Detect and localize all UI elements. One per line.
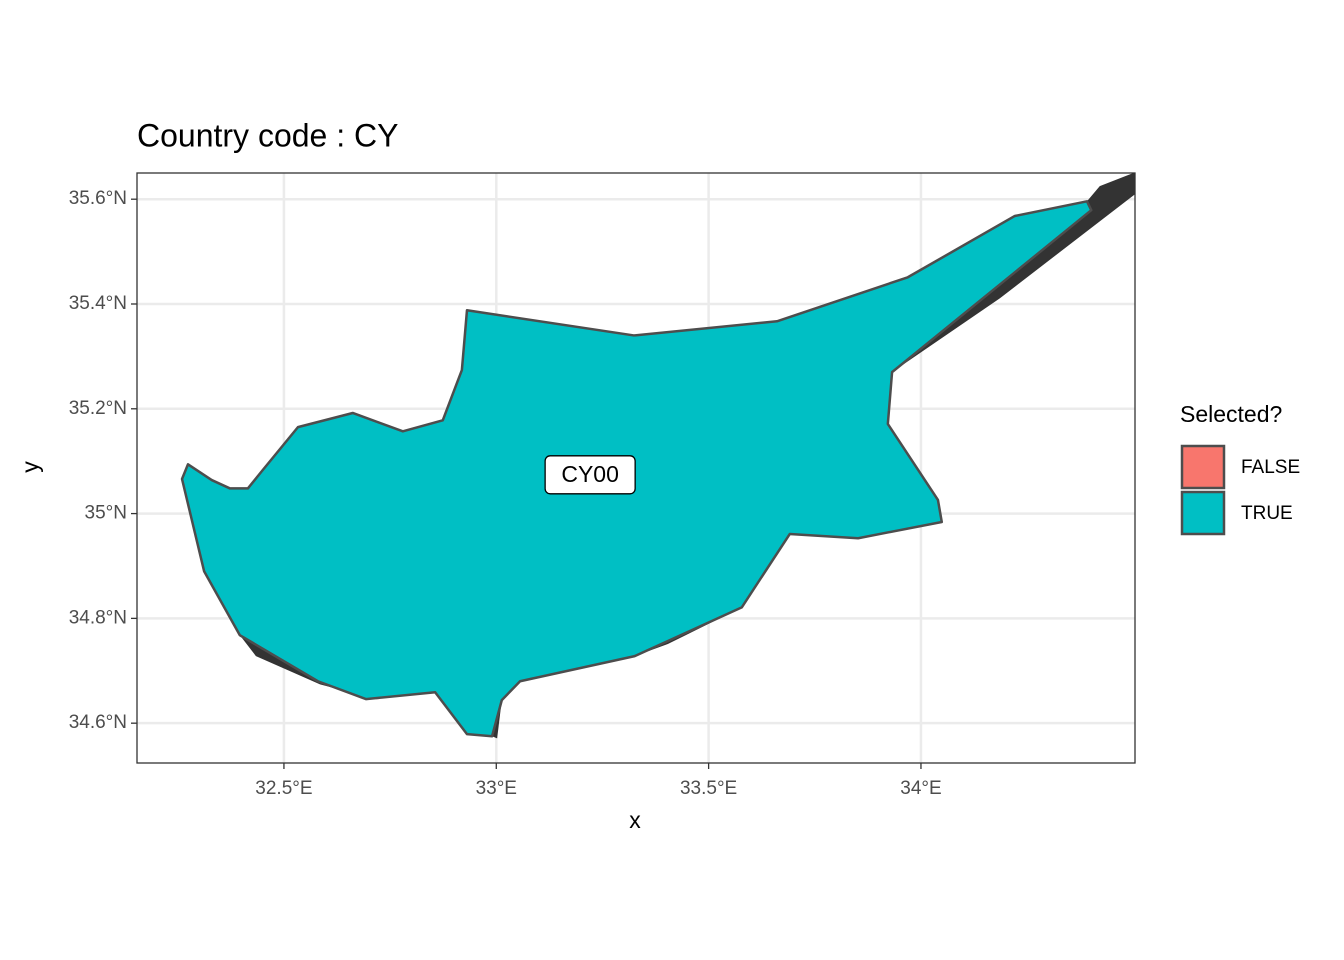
map-layer xyxy=(180,173,1135,739)
y-tick-label: 34.8°N xyxy=(69,607,127,628)
y-axis-title: y xyxy=(17,461,43,473)
panel-border xyxy=(136,172,1136,764)
y-tick-label: 34.6°N xyxy=(69,712,127,733)
region-label-box xyxy=(544,455,636,495)
region-label: CY00 xyxy=(561,461,619,487)
y-tick-label: 35.2°N xyxy=(69,398,127,419)
legend-key xyxy=(1180,444,1226,490)
legend-key xyxy=(1180,490,1226,536)
x-tick-label: 34°E xyxy=(900,778,941,799)
legend-label: FALSE xyxy=(1241,457,1300,478)
legend-label: TRUE xyxy=(1241,503,1293,524)
x-tick-label: 32.5°E xyxy=(255,778,312,799)
y-tick-label: 35.4°N xyxy=(69,293,127,314)
x-axis-title: x xyxy=(629,807,641,833)
y-tick-label: 35°N xyxy=(85,503,127,524)
region xyxy=(180,200,1093,738)
y-tick-label: 35.6°N xyxy=(69,188,127,209)
x-tick-label: 33°E xyxy=(476,778,517,799)
chart-title: Country code : CY xyxy=(137,117,398,153)
legend-title: Selected? xyxy=(1180,401,1282,427)
background-shape xyxy=(892,173,1135,373)
x-tick-label: 33.5°E xyxy=(680,778,737,799)
